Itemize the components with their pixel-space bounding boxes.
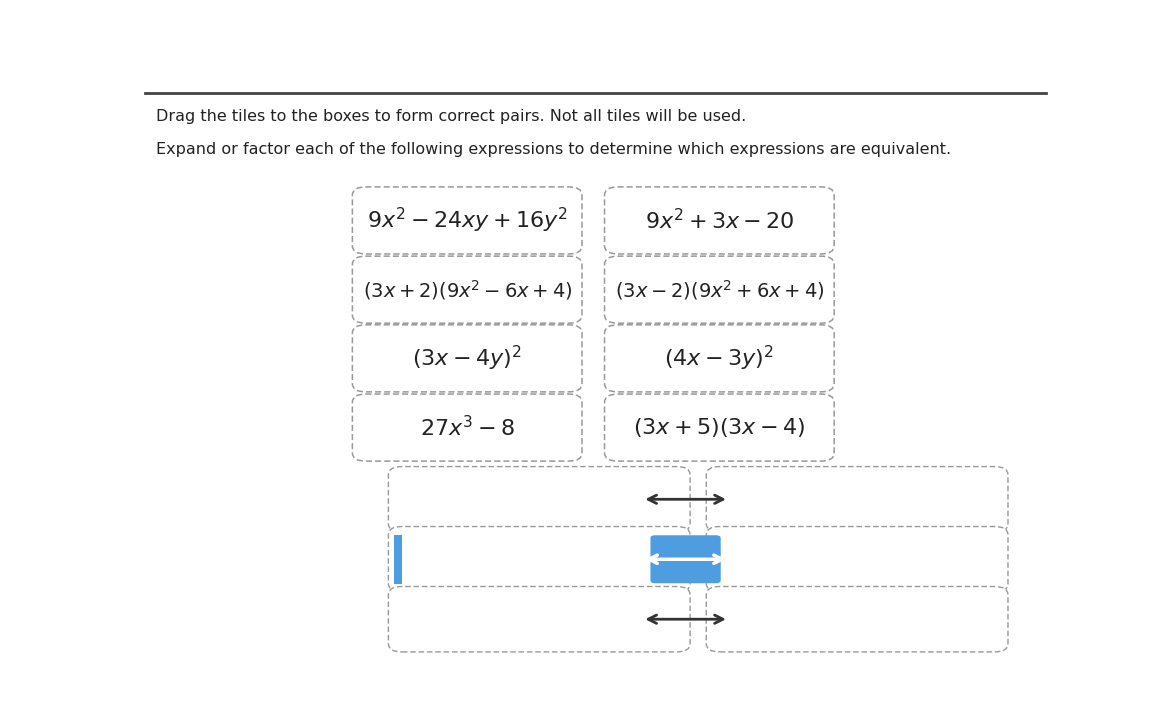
Text: $(3x + 5)(3x - 4)$: $(3x + 5)(3x - 4)$ <box>633 416 805 439</box>
FancyBboxPatch shape <box>352 394 582 461</box>
FancyBboxPatch shape <box>706 467 1007 532</box>
Text: $(4x - 3y)^2$: $(4x - 3y)^2$ <box>665 344 774 373</box>
FancyBboxPatch shape <box>604 325 834 392</box>
FancyBboxPatch shape <box>706 586 1007 652</box>
Text: $(3x - 2)(9x^2 + 6x + 4)$: $(3x - 2)(9x^2 + 6x + 4)$ <box>615 278 824 302</box>
FancyBboxPatch shape <box>651 535 720 583</box>
Text: Drag the tiles to the boxes to form correct pairs. Not all tiles will be used.: Drag the tiles to the boxes to form corr… <box>156 110 746 125</box>
FancyBboxPatch shape <box>352 325 582 392</box>
FancyBboxPatch shape <box>604 394 834 461</box>
FancyBboxPatch shape <box>388 586 690 652</box>
FancyBboxPatch shape <box>352 187 582 254</box>
Text: $(3x - 4y)^2$: $(3x - 4y)^2$ <box>413 344 522 373</box>
FancyBboxPatch shape <box>604 187 834 254</box>
Text: $27x^3 - 8$: $27x^3 - 8$ <box>419 415 515 440</box>
FancyBboxPatch shape <box>388 467 690 532</box>
FancyBboxPatch shape <box>706 527 1007 592</box>
Text: Expand or factor each of the following expressions to determine which expression: Expand or factor each of the following e… <box>156 142 952 157</box>
FancyBboxPatch shape <box>394 535 402 584</box>
FancyBboxPatch shape <box>388 527 690 592</box>
FancyBboxPatch shape <box>604 256 834 323</box>
Text: $9x^2 + 3x - 20$: $9x^2 + 3x - 20$ <box>645 208 794 233</box>
FancyBboxPatch shape <box>352 256 582 323</box>
Text: $9x^2 - 24xy + 16y^2$: $9x^2 - 24xy + 16y^2$ <box>367 206 567 235</box>
Text: $(3x + 2)(9x^2 - 6x + 4)$: $(3x + 2)(9x^2 - 6x + 4)$ <box>363 278 572 302</box>
